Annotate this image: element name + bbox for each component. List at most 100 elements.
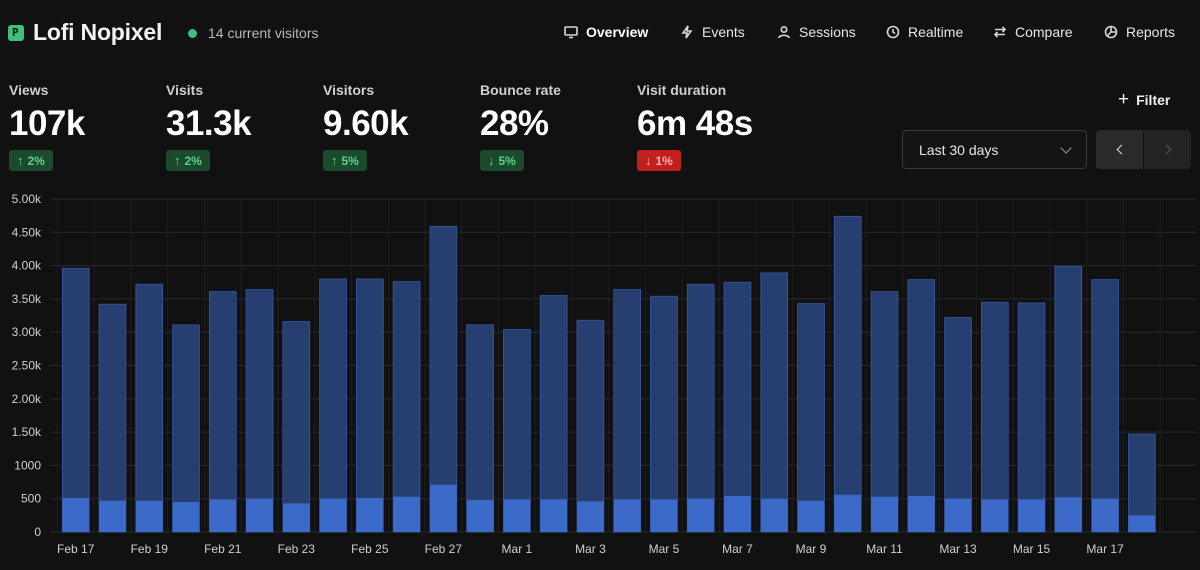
x-tick-label: Feb 27	[425, 542, 463, 556]
y-tick-label: 1000	[14, 458, 41, 472]
pageviews-chart: 0 500 1000 1.50k 2.00k 2.50k 3.00k 3.50k 4.00k 4.…	[12, 192, 1197, 556]
views-bar	[944, 317, 972, 533]
views-bar	[797, 303, 825, 533]
x-tick-label: Feb 21	[204, 542, 242, 556]
views-bar	[135, 283, 164, 533]
visitors-bar	[613, 499, 641, 532]
visitors-bar	[981, 499, 1009, 532]
visitors-bar	[944, 498, 972, 532]
metric-value: 31.3k	[166, 104, 252, 143]
previous-period-button[interactable]	[1096, 130, 1143, 169]
visitors-bar	[576, 501, 604, 532]
metric-value: 9.60k	[323, 104, 409, 143]
views-bar	[686, 283, 715, 533]
x-tick-label: Mar 15	[1013, 542, 1051, 556]
views-bar	[208, 291, 237, 533]
nav-sessions[interactable]: Sessions	[777, 24, 856, 40]
metric-change-badge: ↓ 1%	[637, 150, 681, 171]
app-header: Lofi Nopixel 14 current visitors Overvie…	[0, 0, 1200, 66]
metric-change-badge: ↑ 2%	[9, 150, 53, 171]
date-pager	[1096, 130, 1191, 169]
metric-visit-duration: Visit duration 6m 48s ↓ 1%	[637, 82, 753, 171]
views-bar	[466, 324, 494, 533]
views-bar	[870, 291, 899, 533]
x-tick-label: Feb 23	[278, 542, 316, 556]
x-tick-label: Mar 5	[649, 542, 680, 556]
metric-visitors: Visitors 9.60k ↑ 5%	[323, 82, 409, 171]
chevron-down-icon	[1060, 142, 1072, 154]
metric-change-value: 2%	[184, 153, 202, 168]
current-visitors-count[interactable]: 14 current visitors	[208, 25, 319, 41]
views-bar	[61, 267, 90, 533]
date-range-select[interactable]: Last 30 days	[902, 130, 1087, 169]
x-tick-label: Mar 7	[722, 542, 753, 556]
metric-change-badge: ↓ 5%	[480, 150, 524, 171]
visitors-bar	[209, 499, 237, 532]
x-tick-label: Feb 25	[351, 542, 389, 556]
visitors-bar	[760, 498, 788, 532]
live-status-dot-icon	[188, 29, 197, 38]
y-tick-label: 2.50k	[12, 359, 42, 373]
visitors-bar	[1018, 499, 1045, 532]
visitors-bar	[466, 500, 494, 532]
visitors-bar	[834, 494, 862, 532]
views-bar	[98, 303, 127, 533]
views-bar	[503, 329, 531, 533]
metric-change-value: 2%	[27, 153, 45, 168]
metric-label: Views	[9, 82, 49, 98]
visitors-bar	[797, 500, 825, 532]
arrow-down-icon: ↓	[488, 153, 495, 168]
visitors-bar	[99, 500, 126, 532]
visitors-bar	[687, 498, 715, 532]
nav-reports[interactable]: Reports	[1104, 24, 1175, 40]
y-tick-label: 0	[34, 525, 41, 539]
views-bar	[833, 215, 862, 533]
next-period-button[interactable]	[1144, 130, 1191, 169]
plus-icon: +	[1118, 89, 1130, 110]
x-tick-label: Mar 9	[796, 542, 827, 556]
bolt-icon	[681, 25, 693, 39]
date-range-value: Last 30 days	[919, 141, 999, 158]
nav-compare[interactable]: Compare	[993, 24, 1073, 40]
x-tick-label: Feb 17	[57, 542, 95, 556]
y-tick-label: 4.50k	[12, 225, 42, 239]
views-bar	[723, 281, 752, 533]
y-tick-label: 2.00k	[12, 392, 42, 406]
y-tick-label: 5.00k	[12, 192, 42, 206]
visitors-bar	[1054, 497, 1082, 532]
visitors-bar	[907, 496, 935, 532]
y-tick-label: 4.00k	[12, 259, 42, 273]
site-title[interactable]: Lofi Nopixel	[33, 19, 163, 45]
nav-overview[interactable]: Overview	[564, 24, 648, 40]
arrow-up-icon: ↑	[331, 153, 338, 168]
visitors-bar	[1091, 498, 1119, 532]
nav-sessions-label: Sessions	[799, 24, 856, 40]
y-tick-label: 500	[21, 492, 41, 506]
nav-realtime[interactable]: Realtime	[886, 24, 963, 40]
views-bar	[429, 225, 458, 533]
nav-compare-label: Compare	[1015, 24, 1073, 40]
nav-events[interactable]: Events	[680, 24, 745, 40]
metric-change-value: 5%	[498, 153, 516, 168]
visitors-bar	[429, 484, 457, 532]
nav-overview-label: Overview	[586, 24, 649, 40]
pie-icon	[1104, 25, 1118, 39]
y-tick-label: 1.50k	[12, 425, 42, 439]
filter-button[interactable]: + Filter	[1118, 89, 1170, 110]
metric-bounce-rate: Bounce rate 28% ↓ 5%	[480, 82, 561, 171]
views-bar	[392, 281, 421, 533]
visitors-bar	[172, 502, 200, 532]
p-logo-icon	[8, 25, 24, 41]
visitors-bar	[393, 496, 421, 532]
visitors-bar	[62, 498, 90, 532]
nav-events-label: Events	[702, 24, 745, 40]
metric-change-value: 5%	[341, 153, 359, 168]
visitors-bar	[356, 498, 384, 532]
metric-change-value: 1%	[655, 153, 673, 168]
y-tick-label: 3.50k	[12, 292, 42, 306]
views-bar	[980, 301, 1009, 533]
views-bar	[613, 289, 641, 533]
chevron-left-icon	[1116, 144, 1126, 155]
metric-label: Bounce rate	[480, 82, 561, 98]
visitors-bar	[282, 503, 310, 532]
